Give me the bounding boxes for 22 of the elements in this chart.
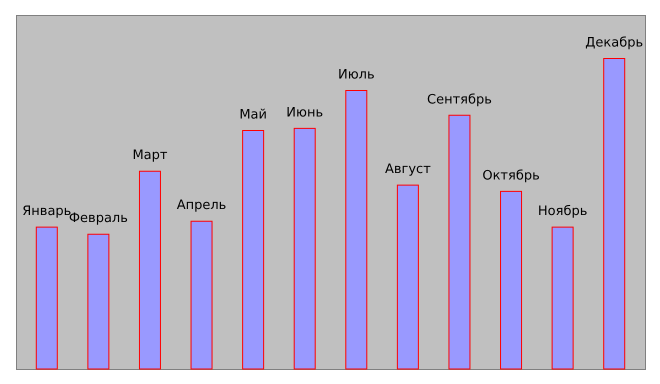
x-tick-label: Сентябрь — [427, 92, 492, 108]
x-tick-label: Октябрь — [482, 168, 540, 184]
bar — [242, 130, 264, 370]
bar — [36, 226, 58, 370]
bar — [345, 90, 368, 370]
bar — [500, 190, 522, 370]
bar — [396, 184, 419, 370]
bar — [552, 226, 574, 370]
x-tick-label: Май — [239, 108, 267, 123]
bar — [448, 114, 470, 370]
bar — [603, 58, 626, 370]
x-tick-label: Декабрь — [585, 35, 644, 50]
x-tick-label: Июль — [338, 67, 375, 82]
bar — [294, 128, 316, 370]
x-tick-label: Август — [384, 162, 432, 178]
bar — [87, 234, 110, 370]
x-tick-label: Июнь — [286, 105, 324, 120]
bar — [190, 220, 213, 370]
x-tick-label: Март — [132, 148, 168, 164]
bar — [138, 170, 161, 370]
x-tick-label: Апрель — [176, 198, 226, 214]
x-tick-label: Ноябрь — [538, 204, 588, 220]
